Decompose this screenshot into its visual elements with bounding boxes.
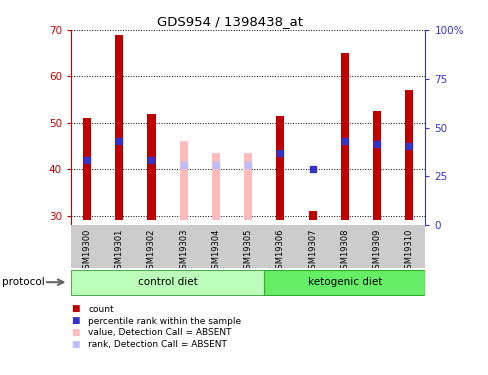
Bar <box>211 153 220 220</box>
Text: GSM19300: GSM19300 <box>82 228 91 274</box>
Bar <box>405 90 412 220</box>
Text: GSM19308: GSM19308 <box>340 228 348 274</box>
Text: GSM19307: GSM19307 <box>307 228 317 274</box>
Text: control diet: control diet <box>138 277 197 286</box>
Bar <box>179 141 187 220</box>
Text: GSM19305: GSM19305 <box>243 228 252 274</box>
Text: value, Detection Call = ABSENT: value, Detection Call = ABSENT <box>88 328 231 338</box>
Text: GSM19310: GSM19310 <box>404 228 413 274</box>
Bar <box>340 53 348 220</box>
Bar <box>264 270 425 295</box>
Bar <box>244 153 252 220</box>
Text: GDS954 / 1398438_at: GDS954 / 1398438_at <box>157 15 302 28</box>
Bar <box>115 34 123 220</box>
Bar <box>276 116 284 220</box>
Text: percentile rank within the sample: percentile rank within the sample <box>88 316 241 326</box>
Text: GSM19304: GSM19304 <box>211 228 220 274</box>
Bar <box>308 211 316 220</box>
Text: ■: ■ <box>71 316 79 326</box>
Bar <box>83 118 91 220</box>
Text: protocol: protocol <box>2 277 45 287</box>
Text: GSM19306: GSM19306 <box>275 228 285 274</box>
Bar <box>372 111 380 220</box>
Text: GSM19302: GSM19302 <box>147 228 156 274</box>
Text: ■: ■ <box>71 304 79 313</box>
Text: count: count <box>88 304 113 313</box>
Bar <box>147 114 155 220</box>
Text: ■: ■ <box>71 340 79 350</box>
Text: ■: ■ <box>71 328 79 338</box>
Text: GSM19309: GSM19309 <box>372 228 381 274</box>
Bar <box>71 270 264 295</box>
Text: ketogenic diet: ketogenic diet <box>307 277 381 286</box>
Text: GSM19303: GSM19303 <box>179 228 188 274</box>
Text: rank, Detection Call = ABSENT: rank, Detection Call = ABSENT <box>88 340 226 350</box>
Text: GSM19301: GSM19301 <box>115 228 123 274</box>
